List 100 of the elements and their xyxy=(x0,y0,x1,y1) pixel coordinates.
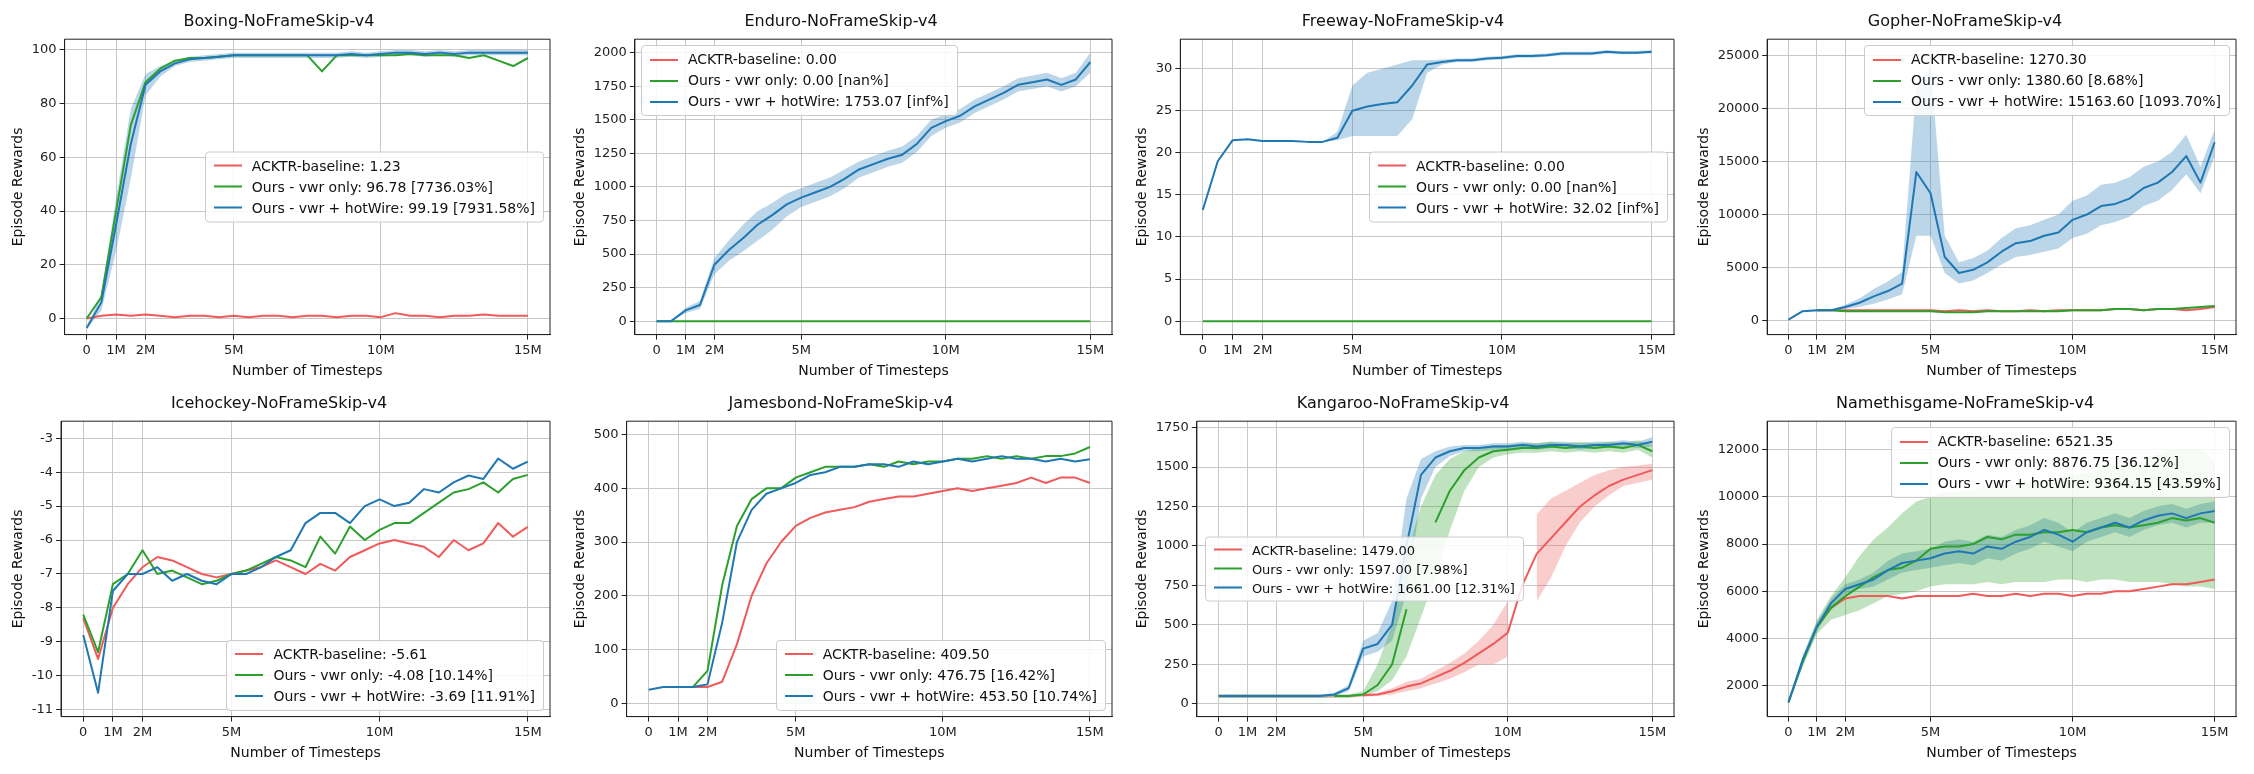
chart-title: Namethisgame-NoFrameSkip-v4 xyxy=(1835,392,2095,412)
y-tick-label: 1750 xyxy=(593,77,627,93)
y-tick-label: -10 xyxy=(31,667,54,683)
y-tick-label: 4000 xyxy=(1726,629,1760,645)
y-tick-label: 250 xyxy=(1164,655,1189,671)
x-tick-label: 10M xyxy=(1493,723,1522,739)
y-tick-label: 500 xyxy=(593,426,619,441)
y-axis-title: Episode Rewards xyxy=(571,127,588,247)
x-tick-label: 1M xyxy=(103,723,123,739)
x-tick-label: 5M xyxy=(224,341,244,357)
y-tick-label: -8 xyxy=(40,599,54,615)
y-tick-label: -11 xyxy=(31,701,54,717)
chart-title: Gopher-NoFrameSkip-v4 xyxy=(1867,10,2063,30)
x-tick-label: 5M xyxy=(1920,723,1941,739)
x-axis-title: Number of Timesteps xyxy=(1351,362,1503,379)
x-tick-label: 0 xyxy=(644,723,653,739)
y-tick-label: 300 xyxy=(593,533,619,549)
x-axis-title: Number of Timesteps xyxy=(798,362,949,379)
y-tick-label: 25000 xyxy=(1717,46,1760,62)
legend-label: Ours - vwr + hotWire: 1753.07 [inf%] xyxy=(687,92,949,112)
legend-label: Ours - vwr + hotWire: 1661.00 [12.31%] xyxy=(1251,579,1515,598)
x-tick-label: 10M xyxy=(931,341,960,357)
legend-label: ACKTR-baseline: 1270.30 xyxy=(1911,50,2087,70)
x-tick-label: 2M xyxy=(135,341,156,357)
x-tick-label: 10M xyxy=(2058,341,2087,357)
legend-label: Ours - vwr only: 96.78 [7736.03%] xyxy=(251,177,493,197)
x-tick-label: 15M xyxy=(513,723,542,739)
x-axis-title: Number of Timesteps xyxy=(794,744,945,761)
y-tick-label: -3 xyxy=(40,429,54,445)
x-axis-title: Number of Timesteps xyxy=(1360,744,1511,761)
chart-title: Kangaroo-NoFrameSkip-v4 xyxy=(1296,392,1510,412)
y-tick-label: 20000 xyxy=(1717,99,1760,115)
x-tick-label: 5M xyxy=(1353,723,1373,739)
x-tick-label: 1M xyxy=(1807,341,1827,357)
x-tick-label: 0 xyxy=(1214,723,1223,739)
legend-label: Ours - vwr only: 8876.75 [36.12%] xyxy=(1937,453,2179,473)
x-tick-label: 2M xyxy=(1266,723,1287,739)
legend-label: ACKTR-baseline: 0.00 xyxy=(687,50,837,70)
x-tick-label: 15M xyxy=(1076,723,1104,739)
y-tick-label: 0 xyxy=(610,694,619,710)
x-tick-label: 5M xyxy=(1920,341,1941,357)
legend-label: Ours - vwr + hotWire: 32.02 [inf%] xyxy=(1415,198,1659,218)
y-tick-label: 5 xyxy=(1164,270,1173,286)
chart-title: Jamesbond-NoFrameSkip-v4 xyxy=(727,392,954,412)
y-tick-label: 400 xyxy=(593,479,619,495)
y-tick-label: 0 xyxy=(48,309,57,325)
chart-title: Icehockey-NoFrameSkip-v4 xyxy=(170,392,388,412)
legend-label: ACKTR-baseline: 0.00 xyxy=(1415,156,1565,176)
legend-label: Ours - vwr + hotWire: 9364.15 [43.59%] xyxy=(1937,474,2221,494)
y-tick-label: 20 xyxy=(40,256,57,272)
x-tick-label: 0 xyxy=(652,341,661,357)
y-tick-label: -5 xyxy=(40,497,54,513)
y-tick-label: 1500 xyxy=(593,111,627,127)
x-tick-label: 1M xyxy=(106,341,126,357)
legend-label: ACKTR-baseline: 1479.00 xyxy=(1251,541,1415,560)
x-tick-label: 10M xyxy=(1488,341,1516,357)
y-tick-label: -7 xyxy=(40,565,54,581)
legend-label: ACKTR-baseline: 1.23 xyxy=(251,156,401,176)
legend-label: Ours - vwr only: -4.08 [10.14%] xyxy=(273,665,493,685)
y-tick-label: 1000 xyxy=(1155,537,1189,553)
y-tick-label: 100 xyxy=(31,41,57,57)
x-axis-title: Number of Timesteps xyxy=(230,744,381,761)
y-tick-label: 10 xyxy=(1155,228,1173,244)
x-tick-label: 5M xyxy=(786,723,806,739)
x-tick-label: 15M xyxy=(2200,341,2229,357)
x-tick-label: 2M xyxy=(704,341,725,357)
legend-label: Ours - vwr + hotWire: 453.50 [10.74%] xyxy=(822,686,1097,706)
x-tick-label: 2M xyxy=(1835,723,1856,739)
chart-title: Enduro-NoFrameSkip-v4 xyxy=(744,10,938,30)
y-tick-label: 15 xyxy=(1155,186,1173,202)
y-tick-label: -6 xyxy=(40,531,54,547)
y-tick-label: 5000 xyxy=(1726,259,1760,275)
x-tick-label: 5M xyxy=(221,723,242,739)
y-tick-label: 1750 xyxy=(1155,418,1189,434)
x-tick-label: 1M xyxy=(1807,723,1827,739)
y-axis-title: Episode Rewards xyxy=(1133,509,1150,629)
x-tick-label: 10M xyxy=(2058,723,2087,739)
x-tick-label: 2M xyxy=(1252,341,1273,357)
y-tick-label: 40 xyxy=(40,202,57,218)
legend-label: Ours - vwr + hotWire: -3.69 [11.91%] xyxy=(273,686,535,706)
y-tick-label: 750 xyxy=(1164,576,1189,592)
x-tick-label: 15M xyxy=(514,341,542,357)
y-tick-label: 0 xyxy=(1750,312,1760,328)
y-axis-title: Episode Rewards xyxy=(571,509,588,629)
chart-title: Freeway-NoFrameSkip-v4 xyxy=(1301,10,1505,30)
x-tick-label: 0 xyxy=(1784,723,1793,739)
legend-label: Ours - vwr only: 476.75 [16.42%] xyxy=(822,665,1055,685)
y-tick-label: 6000 xyxy=(1726,582,1760,598)
legend-label: Ours - vwr + hotWire: 99.19 [7931.58%] xyxy=(251,198,535,218)
x-tick-label: 1M xyxy=(1222,341,1243,357)
x-axis-title: Number of Timesteps xyxy=(1926,362,2077,379)
x-tick-label: 0 xyxy=(1784,341,1793,357)
x-tick-label: 2M xyxy=(132,723,153,739)
y-tick-label: 30 xyxy=(1155,60,1173,76)
y-tick-label: 500 xyxy=(1164,616,1189,632)
y-tick-label: 0 xyxy=(618,312,627,328)
legend-label: Ours - vwr only: 1380.60 [8.68%] xyxy=(1911,71,2144,91)
y-tick-label: 750 xyxy=(602,211,627,227)
x-tick-label: 1M xyxy=(675,341,696,357)
x-axis-title: Number of Timesteps xyxy=(232,362,383,379)
